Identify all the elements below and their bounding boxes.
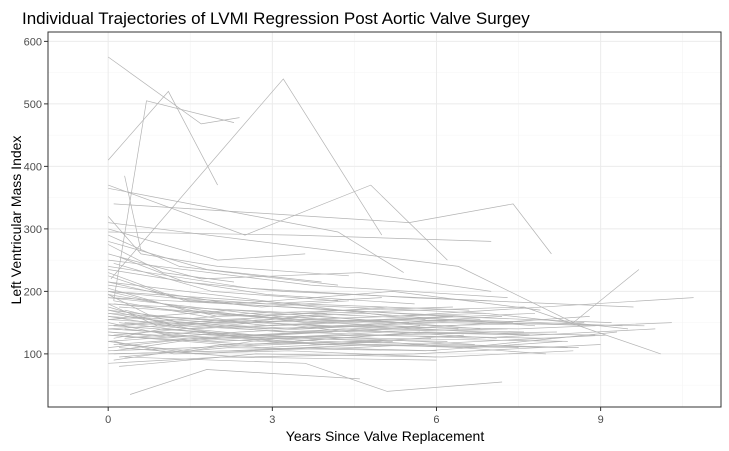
- trajectory-line: [108, 303, 514, 323]
- trajectory-line: [113, 325, 525, 336]
- trajectory-line: [108, 269, 415, 305]
- trajectory-line: [119, 337, 448, 352]
- y-tick-label: 100: [24, 349, 42, 361]
- y-tick-label: 300: [24, 224, 42, 236]
- trajectory-line: [108, 291, 470, 311]
- x-tick-label: 0: [105, 414, 111, 426]
- trajectory-line: [118, 256, 492, 302]
- trajectory-line: [124, 175, 142, 251]
- trajectory-line: [107, 56, 240, 125]
- trajectory-line: [108, 341, 437, 355]
- x-axis: 0 3 6 9: [105, 407, 604, 426]
- trajectory-line: [110, 78, 383, 280]
- trajectory-line: [113, 203, 552, 255]
- trajectory-line: [108, 337, 432, 352]
- trajectory-line: [108, 259, 508, 298]
- trajectory-line: [107, 90, 218, 186]
- trajectory-line: [108, 234, 339, 286]
- trajectory-line: [113, 262, 339, 302]
- x-tick-label: 3: [269, 414, 275, 426]
- trajectory-line: [108, 331, 552, 342]
- y-tick-label: 500: [24, 99, 42, 111]
- trajectory-line: [108, 297, 612, 323]
- trajectory-lines: [107, 56, 694, 395]
- trajectory-line: [108, 231, 492, 242]
- trajectory-line: [124, 328, 333, 339]
- chart-title: Individual Trajectories of LVMI Regressi…: [22, 9, 530, 28]
- trajectory-line: [113, 100, 235, 301]
- trajectory-line: [108, 253, 492, 292]
- trajectory-line: [108, 291, 349, 308]
- trajectory-line: [124, 356, 503, 392]
- trajectory-line: [108, 228, 306, 261]
- x-axis-title: Years Since Valve Replacement: [286, 428, 485, 444]
- plot-panel-border: [47, 31, 722, 408]
- trajectory-line: [108, 294, 453, 323]
- trajectory-line: [113, 341, 437, 358]
- trajectory-line: [107, 216, 349, 277]
- y-tick-label: 200: [24, 286, 42, 298]
- x-tick-label: 9: [598, 414, 604, 426]
- x-tick-label: 6: [433, 414, 439, 426]
- trajectory-line: [108, 222, 640, 324]
- trajectory-line: [108, 328, 530, 339]
- y-tick-label: 600: [24, 36, 42, 48]
- trajectory-line: [113, 328, 497, 352]
- y-axis: 100 200 300 400 500 600: [24, 36, 48, 361]
- trajectory-line: [108, 344, 568, 355]
- trajectory-line: [113, 300, 536, 327]
- trajectory-line: [113, 328, 377, 342]
- trajectory-line: [108, 187, 404, 273]
- trajectory-line: [124, 322, 656, 339]
- trajectory-line: [108, 287, 388, 317]
- trajectory-line: [108, 312, 421, 333]
- trajectory-line: [119, 350, 574, 367]
- trajectory-line: [113, 303, 459, 330]
- trajectory-line: [108, 275, 382, 305]
- trajectory-line: [108, 322, 421, 342]
- grid: [48, 32, 721, 407]
- trajectory-line: [108, 334, 393, 348]
- y-tick-label: 400: [24, 161, 42, 173]
- trajectory-line: [108, 266, 634, 308]
- trajectory-line: [113, 319, 508, 333]
- y-axis-title: Left Ventricular Mass Index: [8, 136, 24, 305]
- trajectory-line: [108, 306, 410, 327]
- trajectory-line: [129, 369, 360, 395]
